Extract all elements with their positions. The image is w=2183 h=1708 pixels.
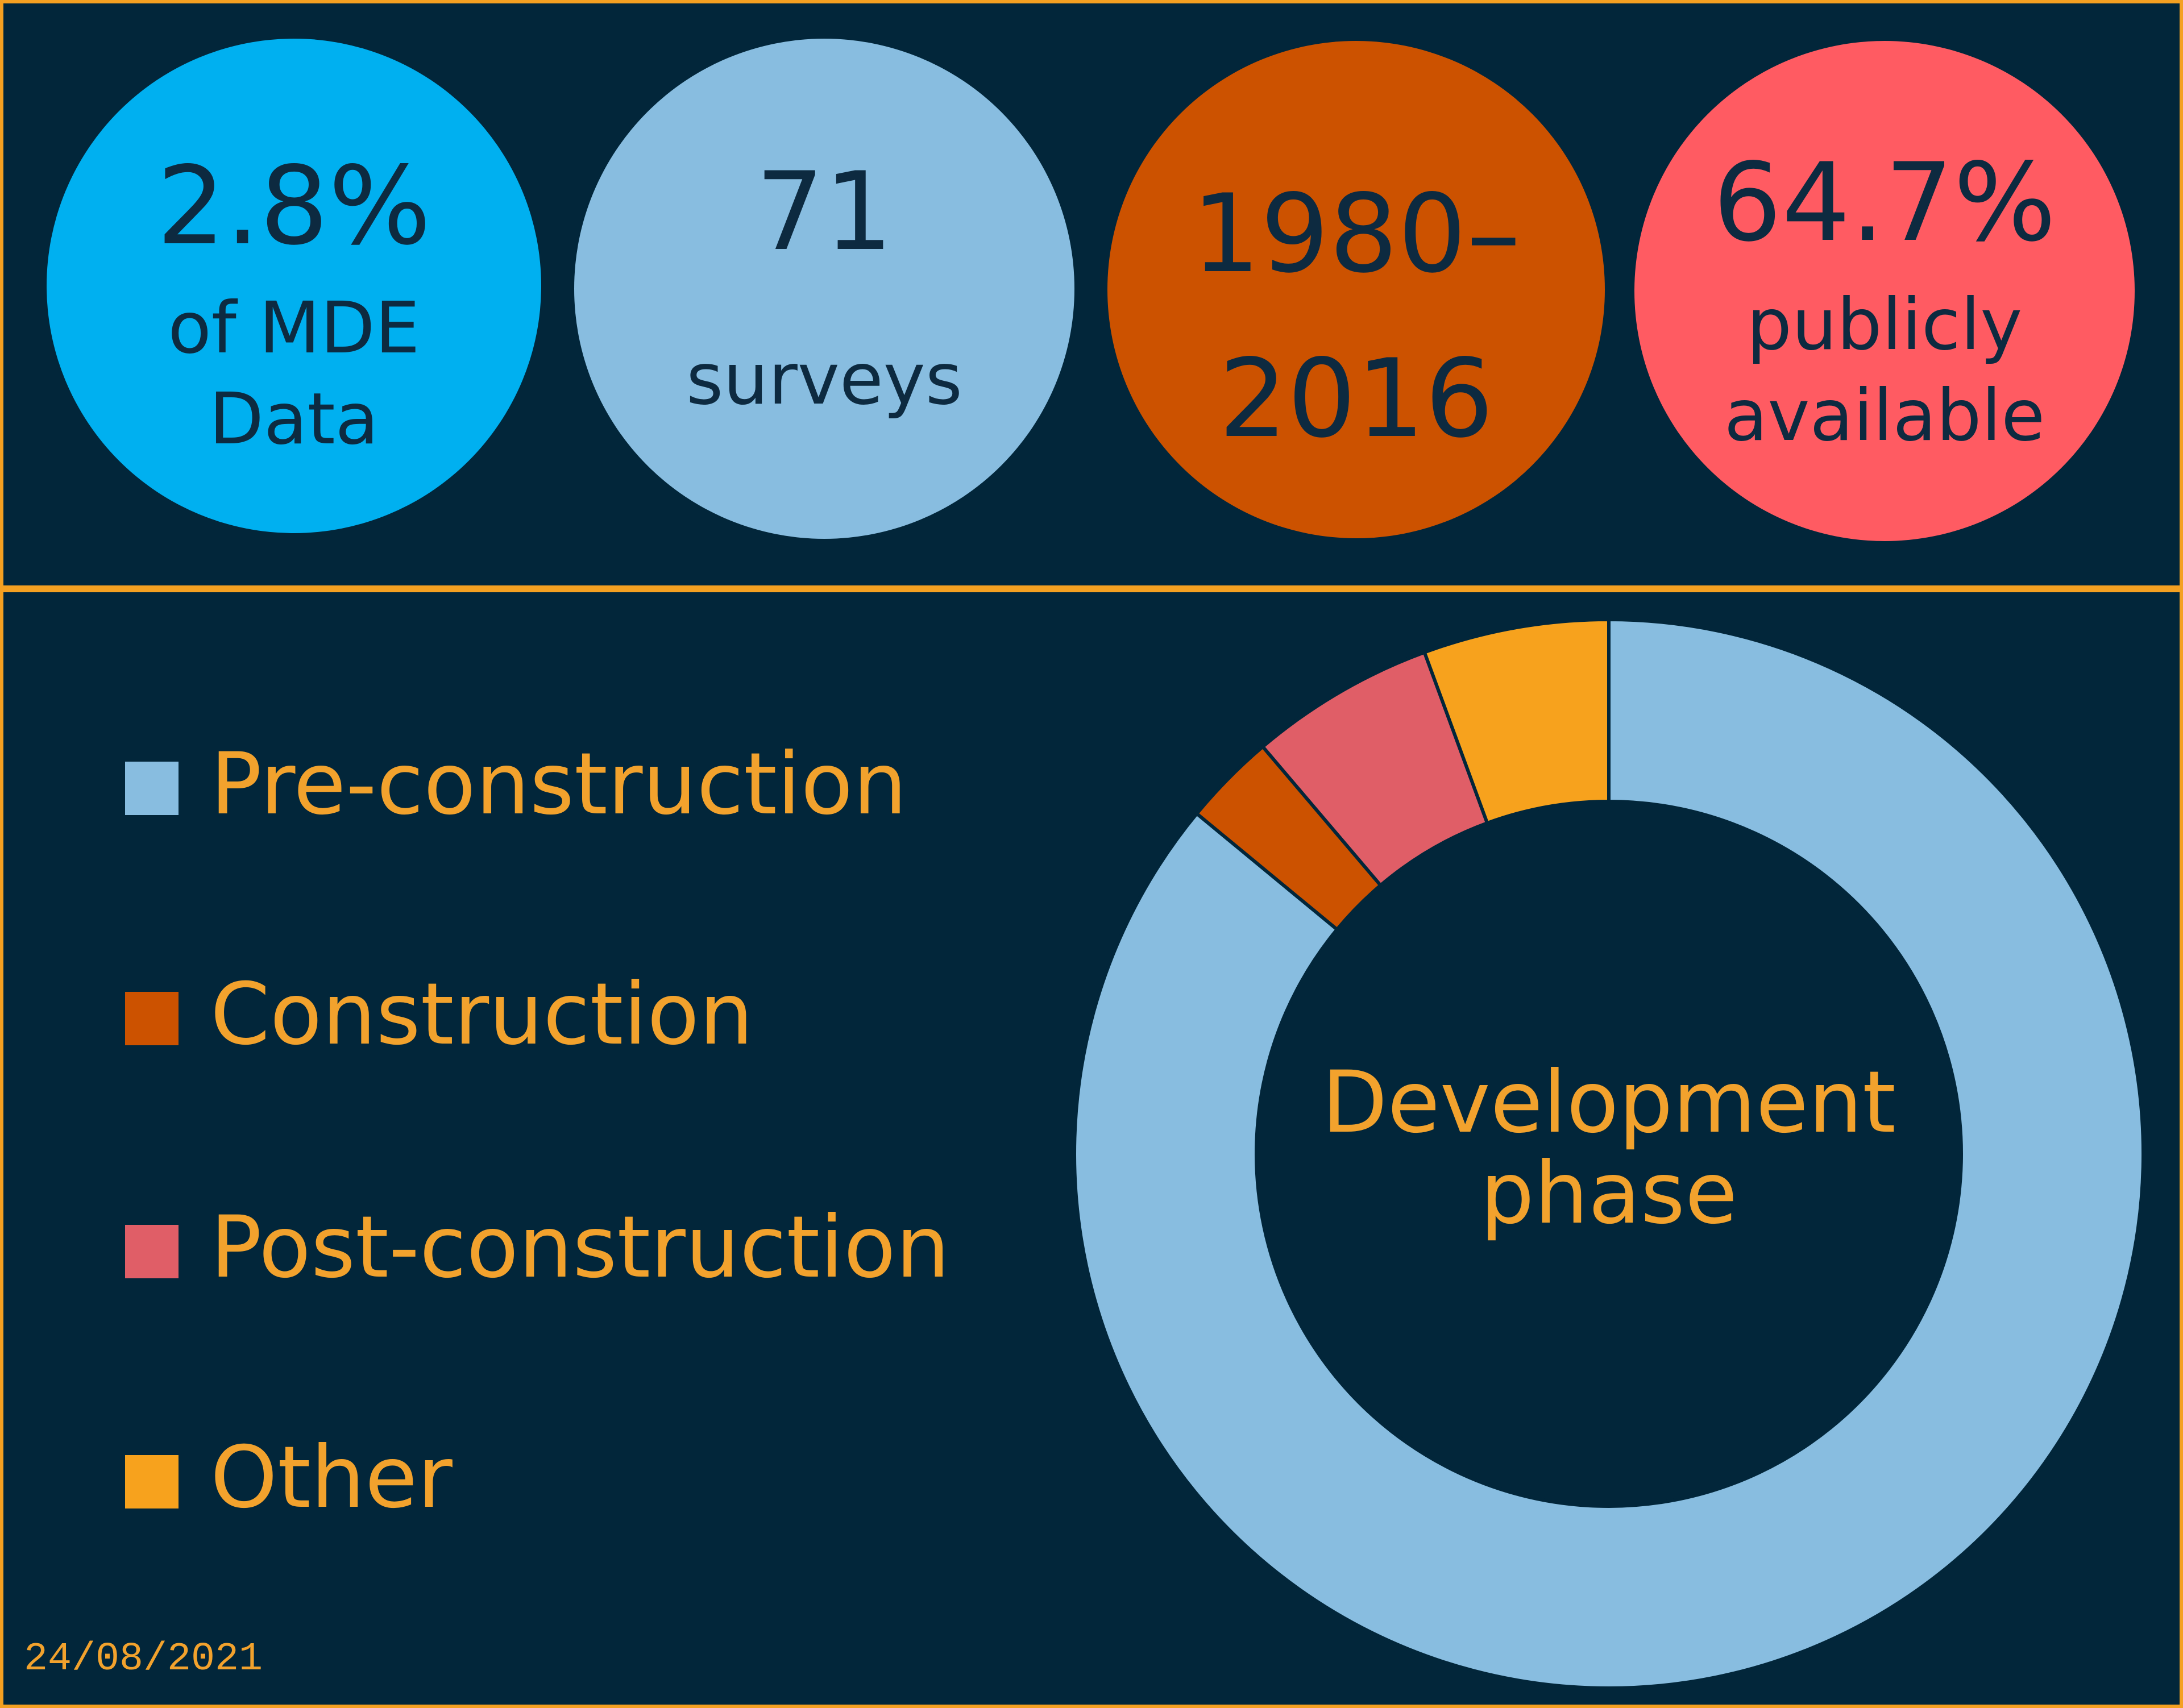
legend-swatch [125, 762, 179, 815]
stat-circle-survey-count: 71 surveys [574, 39, 1074, 539]
stat-caption: surveys [686, 338, 962, 421]
legend-label: Pre-construction [210, 735, 907, 834]
legend-swatch [125, 1225, 179, 1278]
stat-circle-mde-share: 2.8% of MDE Data [47, 39, 541, 533]
stat-caption: of MDE Data [168, 287, 420, 460]
stat-value: 2.8% [156, 143, 431, 269]
stat-circle-year-range: 1980– 2016 [1107, 41, 1605, 538]
legend-swatch [125, 1455, 179, 1508]
donut-center-line: Development [1322, 1053, 1896, 1152]
stat-caption: publicly available [1724, 284, 2045, 457]
legend-swatch [125, 992, 179, 1045]
donut-slice-other [1422, 617, 1611, 825]
legend-label: Other [210, 1428, 453, 1527]
stat-value: 1980– 2016 [1192, 171, 1521, 462]
legend-label: Construction [210, 965, 754, 1064]
legend-label: Post-construction [210, 1198, 950, 1297]
stat-value: 64.7% [1713, 140, 2056, 265]
date-stamp: 24/08/2021 [24, 1637, 263, 1682]
stat-circle-public-share: 64.7% publicly available [1634, 41, 2135, 541]
stat-value: 71 [756, 149, 893, 275]
donut-center-label: Development phase [1211, 1052, 2007, 1245]
donut-center-line: phase [1480, 1144, 1738, 1243]
donut-slice-pre-construction [1073, 617, 2145, 1690]
